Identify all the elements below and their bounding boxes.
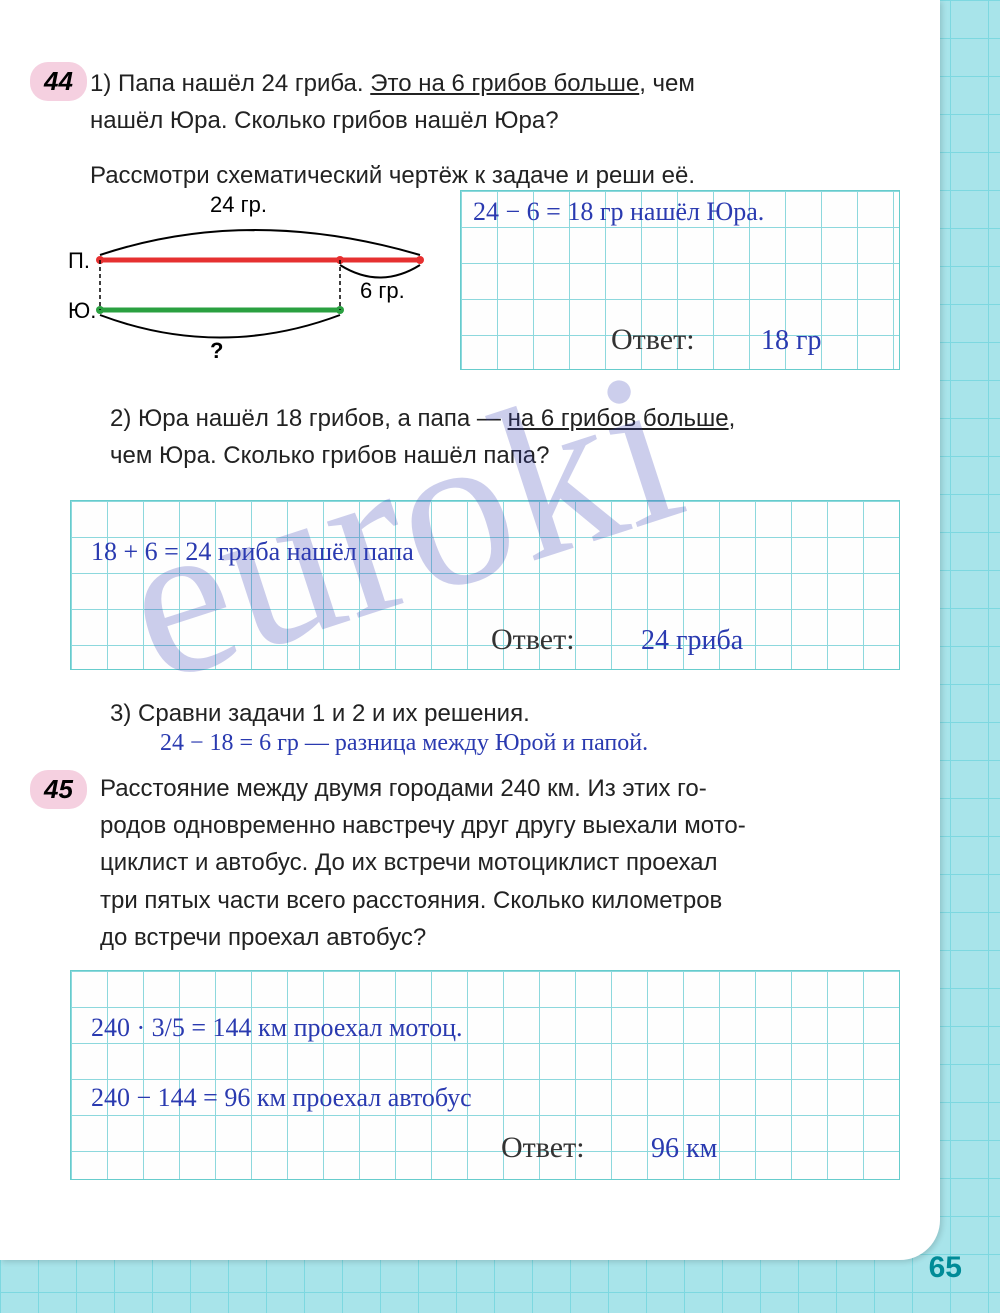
q2-underlined: на 6 грибов больше <box>508 405 729 432</box>
diagram-right-label: 6 гр. <box>360 278 405 304</box>
q2-line2: чем Юра. Сколько грибов нашёл папа? <box>110 442 549 469</box>
diagram-question-mark: ? <box>210 338 223 364</box>
problem-badge-45: 45 <box>30 770 87 809</box>
answer1-result: 18 гр <box>761 325 821 357</box>
p45-l3: циклист и автобус. До их встречи мотоцик… <box>100 849 718 876</box>
problem-44-q3: 3) Сравни задачи 1 и 2 и их решения. <box>110 695 900 732</box>
q2-part1: 2) Юра нашёл 18 грибов, а папа — <box>110 405 508 432</box>
answer2-work: 18 + 6 = 24 гриба нашёл папа <box>91 537 414 567</box>
q1-part1: 1) Папа нашёл 24 гриба. <box>90 70 370 97</box>
problem-44-q1: 1) Папа нашёл 24 гриба. Это на 6 грибов … <box>90 65 890 139</box>
p45-l5: до встречи проехал автобус? <box>100 924 426 951</box>
answer-box-3: 240 · 3/5 = 144 км проехал мотоц. 240 − … <box>70 970 900 1180</box>
p45-l4: три пятых части всего расстояния. Скольк… <box>100 887 722 914</box>
answer1-label: Ответ: <box>611 323 695 357</box>
diagram-Yu-label: Ю. <box>68 298 96 324</box>
diagram-P-label: П. <box>68 248 90 274</box>
problem-44-q2: 2) Юра нашёл 18 грибов, а папа — на 6 гр… <box>110 400 900 474</box>
workbook-page: 44 1) Папа нашёл 24 гриба. Это на 6 гриб… <box>0 0 940 1260</box>
page-number: 65 <box>929 1251 962 1285</box>
answer-box-2: 18 + 6 = 24 гриба нашёл папа Ответ: 24 г… <box>70 500 900 670</box>
q1-line2: нашёл Юра. Сколько грибов нашёл Юра? <box>90 107 559 134</box>
answer1-work: 24 − 6 = 18 гр нашёл Юра. <box>473 197 764 227</box>
answer3-work: 24 − 18 = 6 гр — разница между Юрой и па… <box>160 730 648 757</box>
p45-l1: Расстояние между двумя городами 240 км. … <box>100 775 707 802</box>
p45-answer-result: 96 км <box>651 1133 717 1165</box>
p45-answer-label: Ответ: <box>501 1131 585 1165</box>
q2-end: , <box>729 405 736 432</box>
problem-45-text: Расстояние между двумя городами 240 км. … <box>100 770 900 956</box>
q1-underlined: Это на 6 грибов больше <box>370 70 639 97</box>
q1-part1b: , чем <box>639 70 695 97</box>
answer2-result: 24 гриба <box>641 625 743 657</box>
problem-badge-44: 44 <box>30 62 87 101</box>
p45-work2: 240 − 144 = 96 км проехал автобус <box>91 1083 472 1113</box>
answer-box-1: 24 − 6 = 18 гр нашёл Юра. Ответ: 18 гр <box>460 190 900 370</box>
p45-l2: родов одновременно навстречу друг другу … <box>100 812 746 839</box>
p45-work1: 240 · 3/5 = 144 км проехал мотоц. <box>91 1013 463 1043</box>
answer2-label: Ответ: <box>491 623 575 657</box>
schematic-diagram: 24 гр. П. Ю. 6 гр. ? <box>60 190 440 370</box>
diagram-top-label: 24 гр. <box>210 192 267 218</box>
q1-instruction: Рассмотри схематический чертёж к задаче … <box>90 157 890 194</box>
